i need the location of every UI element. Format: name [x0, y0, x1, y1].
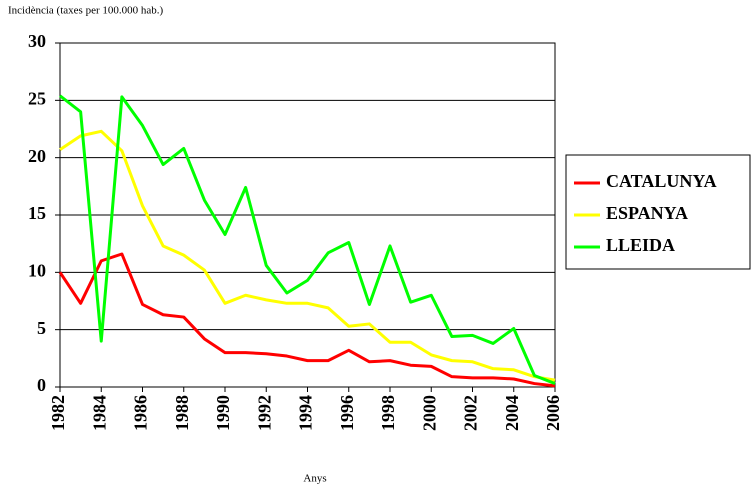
x-tick-label: 2004 [502, 395, 522, 431]
series-line [59, 129, 556, 382]
legend-label: LLEIDA [606, 235, 675, 255]
y-tick-label: 30 [28, 31, 46, 51]
series-line [59, 94, 556, 385]
y-tick-label: 10 [28, 260, 46, 280]
y-tick-label: 0 [37, 375, 46, 395]
y-axis-title: Incidència (taxes per 100.000 hab.) [8, 5, 163, 17]
x-tick-label: 2000 [419, 395, 439, 431]
x-axis-title: Anys [303, 473, 326, 485]
y-tick-label: 5 [37, 318, 46, 338]
x-tick-label: 1992 [254, 395, 274, 431]
legend-label: CATALUNYA [606, 171, 717, 191]
legend-label: ESPANYA [606, 203, 688, 223]
x-tick-label: 1994 [296, 395, 316, 431]
legend-box [565, 154, 751, 270]
x-tick-label: 1998 [378, 395, 398, 431]
x-tick-label: 2006 [543, 395, 563, 431]
x-tick-label: 1988 [172, 395, 192, 431]
y-tick-label: 15 [28, 203, 46, 223]
x-tick-label: 1986 [131, 395, 151, 431]
series-line [58, 252, 556, 388]
x-tick-label: 1990 [213, 395, 233, 431]
y-tick-label: 20 [28, 146, 46, 166]
x-tick-label: 1984 [89, 395, 109, 431]
y-tick-label: 25 [28, 88, 46, 108]
x-tick-label: 1982 [48, 395, 68, 431]
x-tick-label: 1996 [337, 395, 357, 431]
x-tick-label: 2002 [461, 395, 481, 431]
